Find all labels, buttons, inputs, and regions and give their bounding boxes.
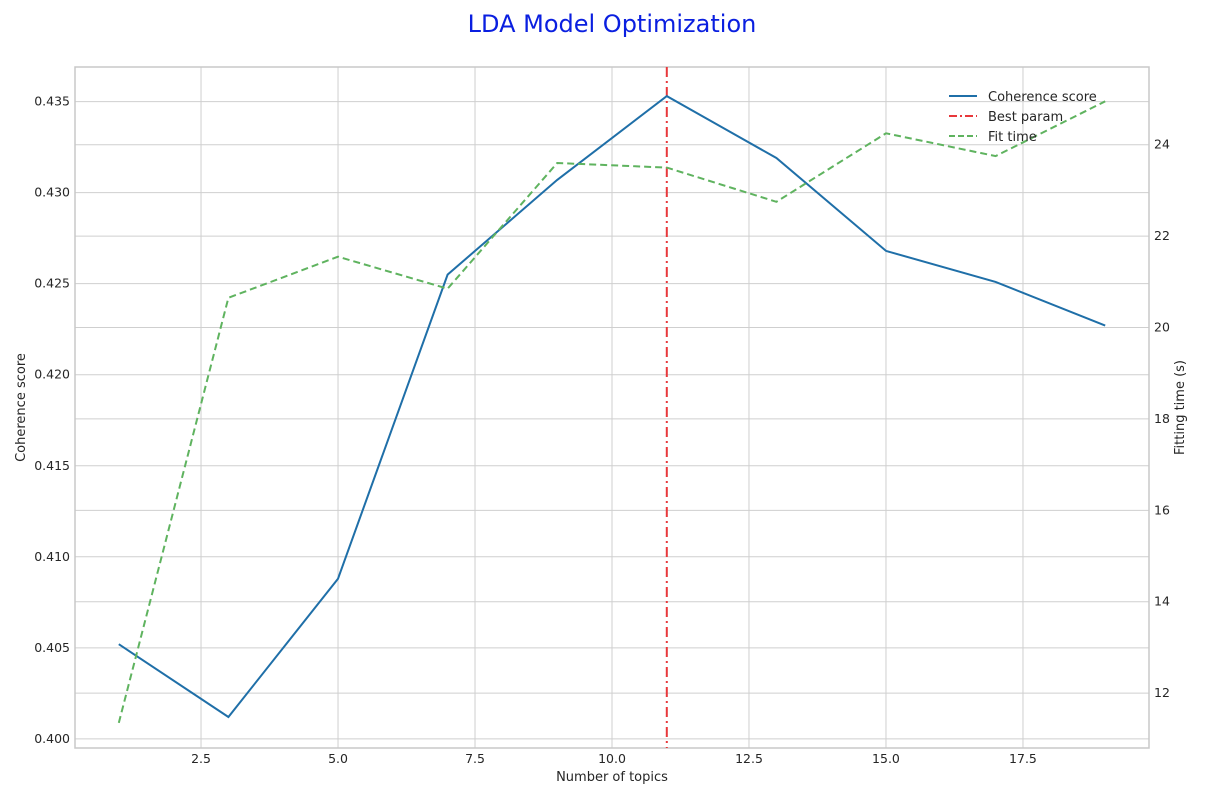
x-tick-label: 17.5	[1009, 751, 1037, 766]
plot-border	[74, 66, 1150, 749]
legend-label: Coherence score	[988, 90, 1097, 105]
legend-label: Best param	[988, 110, 1063, 125]
legend-label: Fit time	[988, 130, 1037, 145]
y2-axis-ticks: 12 14 16 18 20 22 24	[1154, 137, 1170, 700]
series-line-fit-time	[117, 100, 1106, 724]
x-tick-label: 7.5	[465, 751, 485, 766]
y-tick-label: 0.405	[34, 640, 70, 655]
y-axis-ticks: 0.400 0.405 0.410 0.415 0.420 0.425 0.430 0.435	[34, 94, 70, 746]
series-layer	[117, 67, 1106, 748]
y-tick-label: 0.430	[34, 185, 70, 200]
y2-tick-label: 12	[1154, 685, 1170, 700]
y2-tick-label: 24	[1154, 137, 1170, 152]
y-tick-label: 0.435	[34, 94, 70, 109]
x-tick-label: 5.0	[328, 751, 348, 766]
x-tick-label: 15.0	[872, 751, 900, 766]
x-tick-label: 12.5	[735, 751, 763, 766]
chart-title: LDA Model Optimization	[468, 10, 757, 38]
legend: Coherence score Best param Fit time	[949, 90, 1097, 145]
y-tick-label: 0.425	[34, 276, 70, 291]
y-tick-label: 0.410	[34, 549, 70, 564]
y2-tick-label: 16	[1154, 502, 1170, 517]
y-tick-label: 0.420	[34, 367, 70, 382]
y-axis-label: Coherence score	[14, 353, 29, 462]
x-axis-ticks: 2.5 5.0 7.5 10.0 12.5 15.0 17.5	[191, 751, 1037, 766]
x-tick-label: 10.0	[598, 751, 626, 766]
plot-frame	[74, 66, 1150, 749]
grid	[75, 67, 1149, 748]
y-tick-label: 0.415	[34, 458, 70, 473]
x-tick-label: 2.5	[191, 751, 211, 766]
y-tick-label: 0.400	[34, 731, 70, 746]
y2-axis-label: Fitting time (s)	[1173, 360, 1188, 455]
y2-tick-label: 14	[1154, 594, 1170, 609]
y2-tick-label: 20	[1154, 320, 1170, 335]
x-axis-label: Number of topics	[556, 770, 668, 785]
series-line-coherence-score	[118, 94, 1106, 719]
y2-tick-label: 18	[1154, 411, 1170, 426]
y2-tick-label: 22	[1154, 228, 1170, 243]
